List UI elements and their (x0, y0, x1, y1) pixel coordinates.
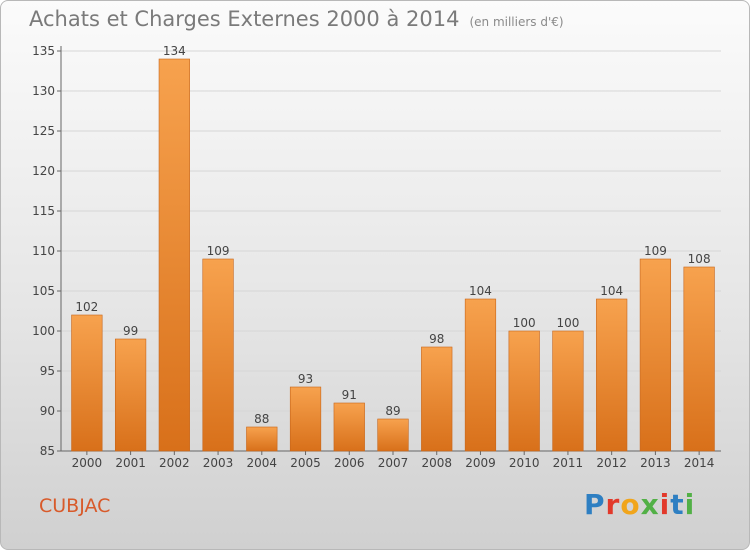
x-tick-label: 2000 (72, 456, 103, 470)
value-label: 98 (429, 332, 444, 346)
bar-2009 (464, 298, 497, 452)
value-label: 100 (556, 316, 579, 330)
x-tick-label: 2008 (421, 456, 452, 470)
value-label: 100 (513, 316, 536, 330)
value-label: 102 (75, 300, 98, 314)
y-tick-label: 120 (32, 164, 55, 178)
bar-2011 (552, 330, 584, 452)
value-labels: 102 99 134 109 88 93 91 89 98 104 100 100 104 109 108 (75, 44, 710, 426)
y-tick-label: 85 (40, 444, 55, 458)
logo-letter: x (640, 488, 660, 521)
x-tick-label: 2005 (290, 456, 321, 470)
y-tick-label: 135 (32, 44, 55, 58)
value-label: 104 (469, 284, 492, 298)
x-tick-label: 2011 (553, 456, 584, 470)
x-tick-label: 2003 (203, 456, 234, 470)
value-label: 109 (644, 244, 667, 258)
x-tick-label: 2002 (159, 456, 190, 470)
y-tick-label: 125 (32, 124, 55, 138)
bar-2001 (114, 338, 147, 452)
logo-letter: i (659, 488, 671, 521)
value-label: 109 (207, 244, 230, 258)
y-tick-label: 100 (32, 324, 55, 338)
x-tick-label: 2004 (247, 456, 278, 470)
proxiti-logo: Proxiti (584, 488, 695, 521)
bar-2004 (246, 426, 278, 452)
bar-2005 (289, 386, 322, 452)
y-tick-label: 110 (32, 244, 55, 258)
logo-letter: P (584, 488, 606, 521)
y-tick-label: 105 (32, 284, 55, 298)
value-label: 89 (385, 404, 400, 418)
y-tick-label: 115 (32, 204, 55, 218)
bar-2008 (421, 346, 453, 452)
bar-2007 (377, 418, 409, 452)
x-tick-label: 2001 (115, 456, 146, 470)
commune-name: CUBJAC (39, 495, 111, 517)
bar-2006 (333, 402, 365, 452)
chart-title-line: Achats et Charges Externes 2000 à 2014 (e… (29, 7, 564, 31)
bar-2000 (71, 314, 103, 452)
bar-2010 (508, 330, 540, 452)
value-label: 134 (163, 44, 186, 58)
y-tick-label: 130 (32, 84, 55, 98)
chart-subtitle: (en milliers d'€) (469, 15, 564, 29)
chart-title: Achats et Charges Externes 2000 à 2014 (29, 7, 460, 31)
bar-2002 (158, 58, 190, 452)
bars (71, 58, 715, 452)
x-tick-label: 2010 (509, 456, 540, 470)
logo-letter: r (605, 488, 621, 521)
logo-letter: t (670, 488, 685, 521)
x-tick-label: 2012 (596, 456, 627, 470)
x-tick-label: 2006 (334, 456, 365, 470)
logo-letter: i (684, 488, 696, 521)
y-tick-label: 95 (40, 364, 55, 378)
bar-2003 (202, 258, 234, 452)
x-tick-label: 2013 (640, 456, 671, 470)
value-label: 99 (123, 324, 138, 338)
x-tick-label: 2007 (378, 456, 409, 470)
value-label: 88 (254, 412, 269, 426)
value-label: 104 (600, 284, 623, 298)
x-tick-label: 2014 (684, 456, 715, 470)
value-label: 108 (688, 252, 711, 266)
bar-2012 (596, 298, 628, 452)
bar-2014 (683, 266, 715, 452)
bar-2013 (639, 258, 672, 452)
y-tick-label: 90 (40, 404, 55, 418)
x-tick-label: 2009 (465, 456, 496, 470)
value-label: 93 (298, 372, 313, 386)
value-label: 91 (342, 388, 357, 402)
logo-letter: o (620, 488, 641, 521)
